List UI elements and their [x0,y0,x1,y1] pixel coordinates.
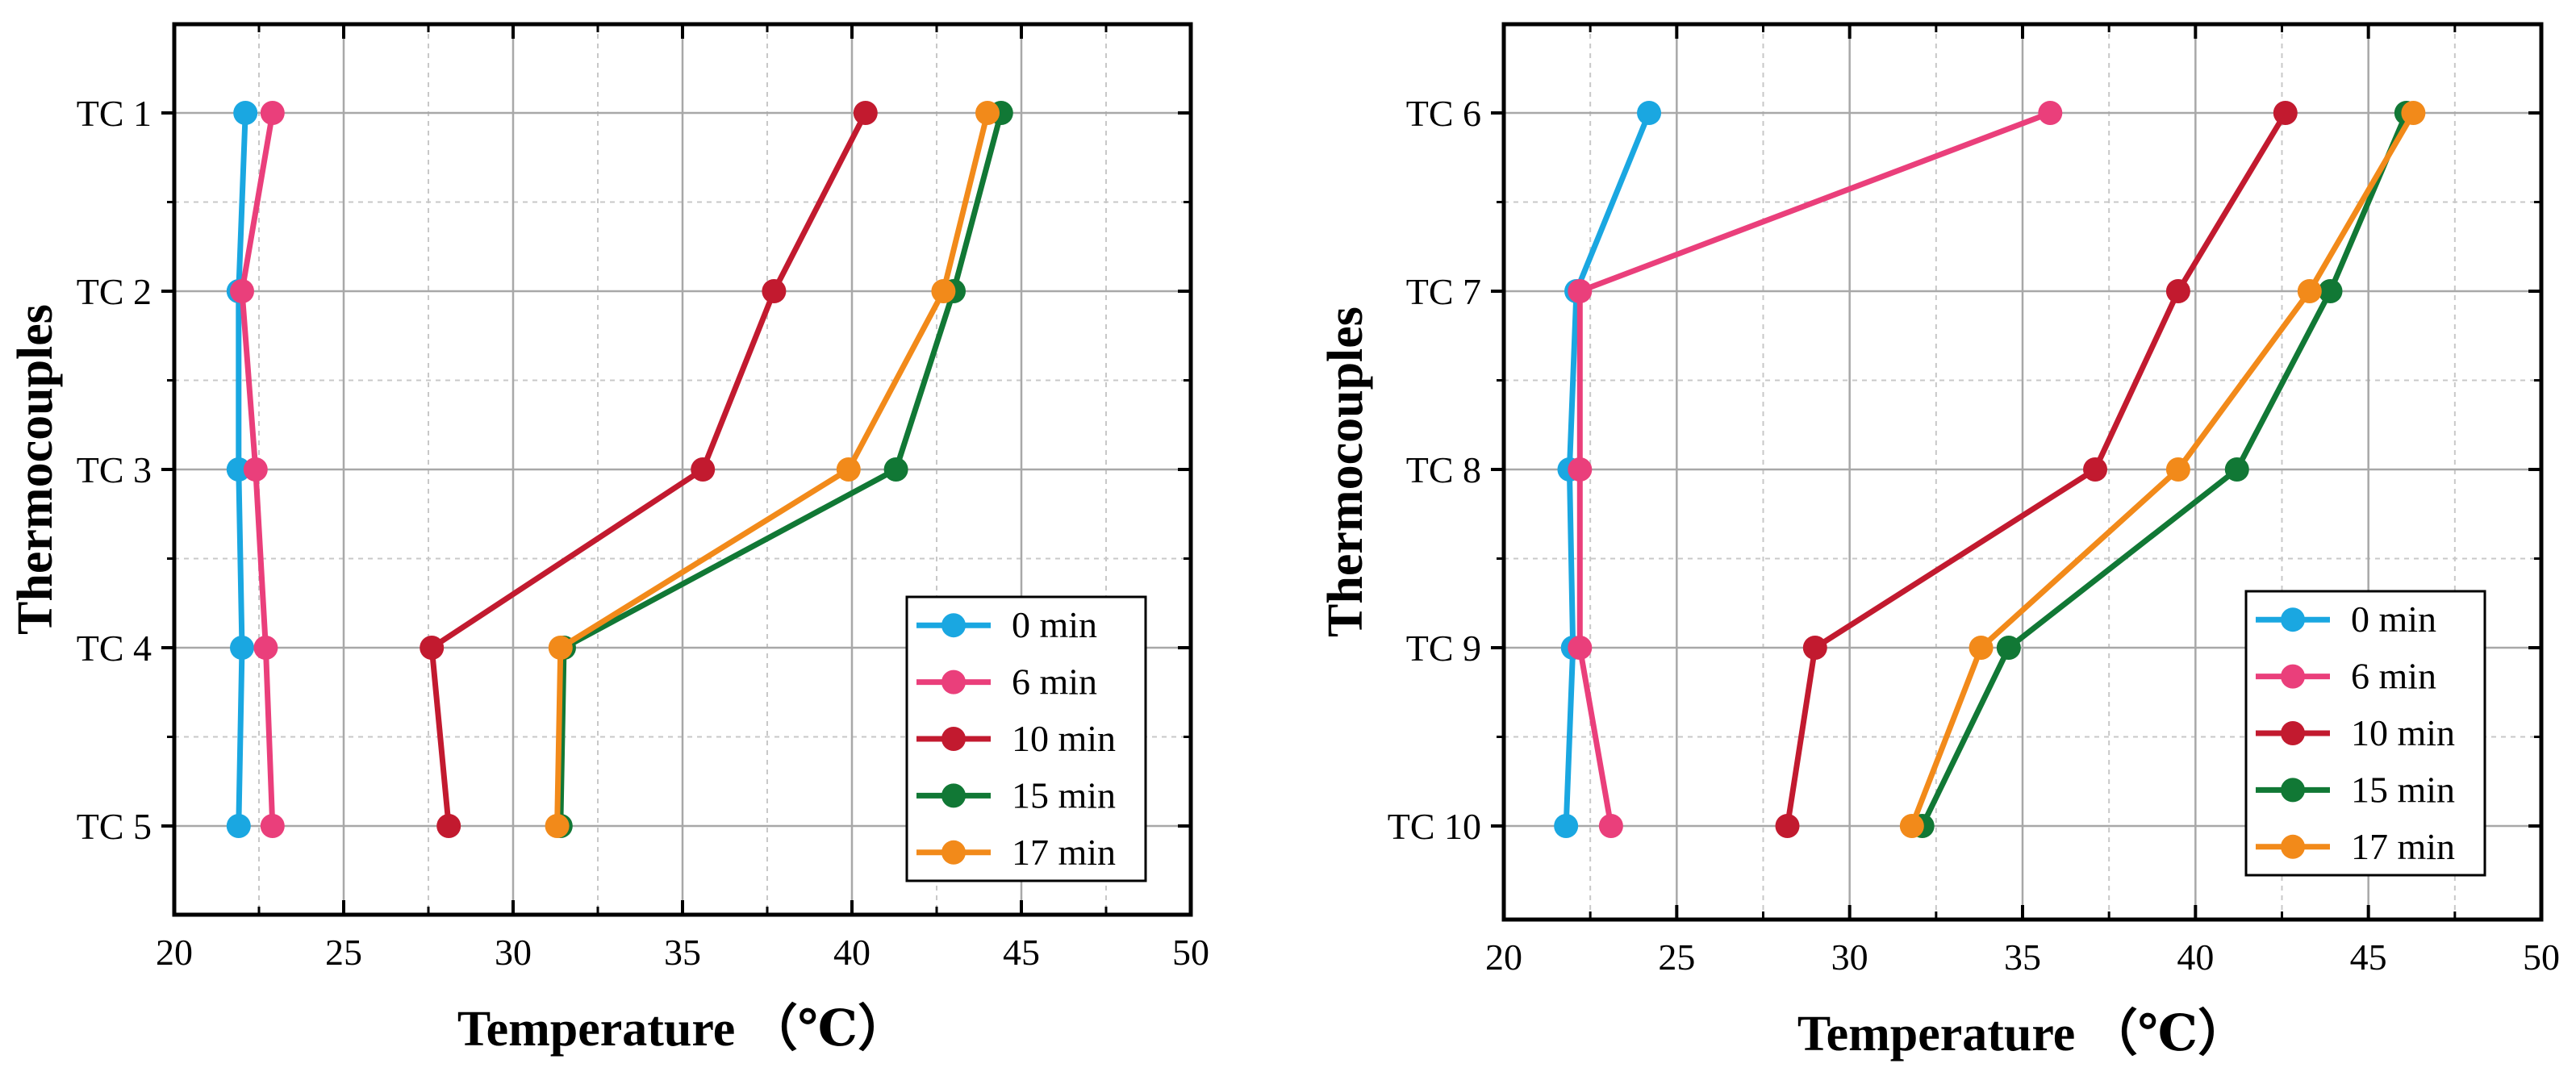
data-point-17-min [2401,101,2426,125]
data-point-6-min [1568,279,1593,303]
data-point-17-min [836,457,861,482]
data-point-0-min [1637,101,1662,125]
y-tick-label: TC 3 [77,449,152,490]
data-point-10-min [762,279,787,303]
x-tick-label: 30 [495,932,532,973]
data-point-10-min [1802,636,1827,660]
x-tick-label: 25 [325,932,362,973]
legend-label-0-min: 0 min [1012,604,1097,645]
data-point-17-min [2165,457,2190,482]
legend-label-15-min: 15 min [1012,774,1116,815]
data-point-6-min [1568,457,1593,482]
x-tick-label: 30 [1831,936,1868,978]
data-point-0-min [226,814,251,838]
chart-panel-1: 20 25 30 35 40 45 50 TC 1 TC 2 TC 3 TC 4 TC 5 Temper… [8,22,1209,1057]
x-axis-title: Temperature （℃） [457,1000,908,1057]
data-point-17-min [2297,279,2322,303]
data-point-17-min [1969,636,1994,660]
x-tick-label: 45 [1003,932,1040,973]
data-point-6-min [260,101,285,125]
data-point-15-min [883,457,908,482]
legend-marker-10-min [941,727,966,751]
x-tick-label: 50 [1172,932,1209,973]
data-point-0-min [233,101,258,125]
data-point-10-min [853,101,878,125]
x-tick-label: 45 [2350,936,2387,978]
legend-label-10-min: 10 min [1012,718,1116,759]
x-tick-label: 25 [1658,936,1695,978]
data-point-6-min [1568,636,1593,660]
y-tick-label: TC 9 [1406,628,1481,669]
data-point-6-min [243,457,268,482]
data-point-15-min [2318,279,2343,303]
y-tick-label: TC 10 [1388,806,1481,847]
data-point-15-min [2224,457,2249,482]
data-point-6-min [1598,814,1623,838]
legend-label-15-min: 15 min [2351,769,2455,810]
legend-label-17-min: 17 min [2351,826,2455,867]
legend-marker-0-min [2281,607,2305,632]
legend-marker-17-min [2281,834,2305,859]
y-axis-title: Thermocouples [8,304,63,635]
data-point-10-min [420,636,445,660]
data-point-6-min [253,636,278,660]
y-tick-label: TC 4 [77,628,152,669]
legend-label-10-min: 10 min [2351,712,2455,753]
x-tick-label: 35 [664,932,701,973]
legend-marker-10-min [2281,721,2305,745]
y-tick-label: TC 7 [1406,271,1481,312]
x-tick-label: 35 [2004,936,2041,978]
y-axis-title: Thermocouples [1318,307,1373,637]
legend-label-6-min: 6 min [1012,661,1097,703]
data-point-0-min [226,457,251,482]
legend-marker-15-min [2281,778,2305,803]
data-point-0-min [230,636,254,660]
data-point-6-min [230,279,254,303]
y-tick-label: TC 8 [1406,449,1481,490]
data-point-10-min [436,814,461,838]
data-point-17-min [1899,814,1924,838]
x-tick-label: 20 [156,932,193,973]
chart-panel-2: 20 25 30 35 40 45 50 TC 6 TC 7 TC 8 TC 9 TC 10 Tempe… [1318,22,2560,1062]
data-point-10-min [2273,101,2298,125]
legend-marker-6-min [2281,664,2305,689]
legend: 0 min 6 min 10 min 15 min 17 min [2244,590,2486,877]
data-point-17-min [975,101,1000,125]
x-tick-label: 40 [2177,936,2214,978]
data-point-15-min [1996,636,2021,660]
data-point-10-min [1775,814,1800,838]
x-tick-label: 20 [1485,936,1522,978]
data-point-10-min [2165,279,2190,303]
y-tick-label: TC 5 [77,806,152,847]
x-tick-label: 40 [833,932,870,973]
y-tick-label: TC 6 [1406,93,1481,134]
x-tick-label: 50 [2523,936,2560,978]
x-axis-title: Temperature （℃） [1797,1005,2248,1062]
legend: 0 min 6 min 10 min 15 min 17 min [905,595,1147,882]
data-point-10-min [2083,457,2108,482]
data-point-17-min [931,279,956,303]
data-point-0-min [1554,814,1579,838]
data-point-6-min [2038,101,2063,125]
legend-marker-0-min [941,613,966,638]
legend-marker-6-min [941,669,966,695]
legend-marker-15-min [941,783,966,808]
legend-label-17-min: 17 min [1012,832,1116,873]
data-point-17-min [548,636,573,660]
y-tick-label: TC 1 [77,93,152,134]
legend-label-6-min: 6 min [2351,656,2436,697]
legend-marker-17-min [941,840,966,865]
data-point-6-min [260,814,285,838]
data-point-10-min [691,457,716,482]
data-point-17-min [545,814,570,838]
y-tick-label: TC 2 [77,271,152,312]
legend-label-0-min: 0 min [2351,599,2436,640]
